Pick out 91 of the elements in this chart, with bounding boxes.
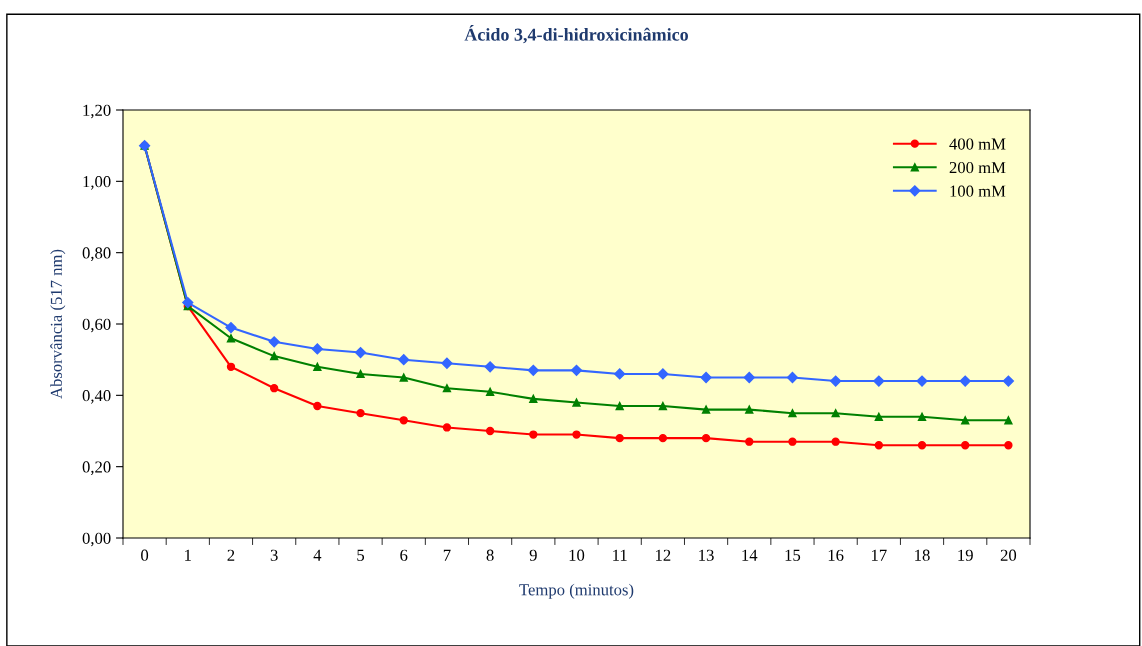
x-tick-label: 1: [185, 549, 191, 561]
x-tick-label: 20: [1000, 549, 1017, 561]
point: [484, 361, 496, 373]
x-tick-label: 7: [443, 549, 451, 561]
point: [313, 401, 322, 411]
point: [570, 364, 583, 376]
point: [529, 394, 538, 404]
y-tick-label: 0,80: [82, 247, 111, 262]
point: [874, 441, 884, 450]
y-tick-label: 0,60: [82, 318, 111, 333]
chart-title: Ácido 3,4-di-hidroxicinâmico: [464, 25, 688, 44]
x-tick-label: 3: [270, 549, 278, 561]
legend-label: 400 mM: [949, 138, 1006, 150]
x-tick-label: 10: [569, 549, 585, 561]
point: [874, 412, 884, 421]
point: [182, 296, 194, 309]
y-tick-label: 1,20: [83, 104, 111, 119]
point: [658, 433, 668, 443]
x-tick-label: 9: [529, 549, 537, 561]
point: [615, 433, 624, 443]
point: [961, 416, 970, 425]
point: [657, 368, 669, 380]
x-tick-label: 19: [958, 549, 973, 561]
x-tick-label: 11: [613, 549, 627, 561]
x-tick-label: 6: [400, 549, 408, 561]
point: [356, 369, 365, 379]
x-tick-label: 12: [656, 549, 671, 561]
x-tick-label: 8: [486, 549, 494, 561]
point: [788, 408, 797, 418]
point: [313, 362, 322, 371]
x-tick-label: 13: [699, 549, 714, 561]
point: [917, 412, 927, 421]
point: [743, 371, 755, 384]
point: [701, 433, 711, 443]
point: [529, 430, 538, 439]
point: [701, 405, 711, 414]
point: [268, 336, 280, 348]
x-tick-label: 2: [227, 549, 235, 561]
point: [961, 441, 970, 450]
point: [398, 354, 410, 366]
point: [959, 375, 971, 387]
point: [226, 362, 236, 371]
point: [745, 405, 754, 414]
point: [572, 430, 581, 439]
y-tick-label: 0,00: [82, 532, 111, 547]
point: [831, 437, 840, 446]
y-tick-label: 1,00: [83, 176, 111, 190]
point: [442, 384, 452, 393]
point: [658, 401, 668, 411]
point: [485, 426, 495, 436]
y-tick-label: 0,20: [82, 461, 111, 476]
point: [311, 343, 323, 355]
point: [442, 423, 452, 432]
point: [354, 346, 367, 359]
point: [399, 416, 408, 425]
point: [269, 351, 279, 361]
point: [873, 375, 885, 387]
x-tick-label: 15: [785, 549, 801, 561]
x-tick-label: 0: [141, 549, 149, 561]
point: [225, 321, 237, 334]
point: [485, 387, 495, 396]
x-tick-label: 16: [828, 549, 844, 561]
point: [527, 364, 539, 376]
x-tick-label: 14: [742, 549, 758, 561]
point: [614, 368, 626, 380]
point: [1004, 416, 1013, 425]
x-tick-label: 18: [915, 549, 930, 561]
legend-label: 100 mM: [950, 185, 1006, 197]
point: [356, 408, 365, 418]
point: [830, 375, 842, 387]
y-tick-label: 0,40: [82, 390, 111, 404]
point: [269, 384, 279, 393]
point: [745, 437, 754, 446]
point: [831, 408, 840, 418]
point: [788, 437, 797, 446]
point: [917, 441, 927, 450]
y-axis-title: Absorvância (517 nm): [50, 249, 66, 399]
x-axis-title: Tempo (minutos): [519, 583, 634, 599]
x-tick-label: 4: [313, 549, 322, 561]
point: [441, 357, 453, 369]
point: [1004, 441, 1013, 450]
point: [1002, 375, 1015, 387]
legend-label: 200 mM: [949, 161, 1006, 174]
x-tick-label: 5: [357, 549, 365, 561]
point: [615, 401, 624, 411]
x-tick-label: 17: [871, 549, 887, 561]
point: [572, 398, 581, 407]
point: [399, 373, 408, 382]
point: [700, 371, 712, 384]
point: [226, 334, 236, 343]
point: [786, 371, 799, 384]
